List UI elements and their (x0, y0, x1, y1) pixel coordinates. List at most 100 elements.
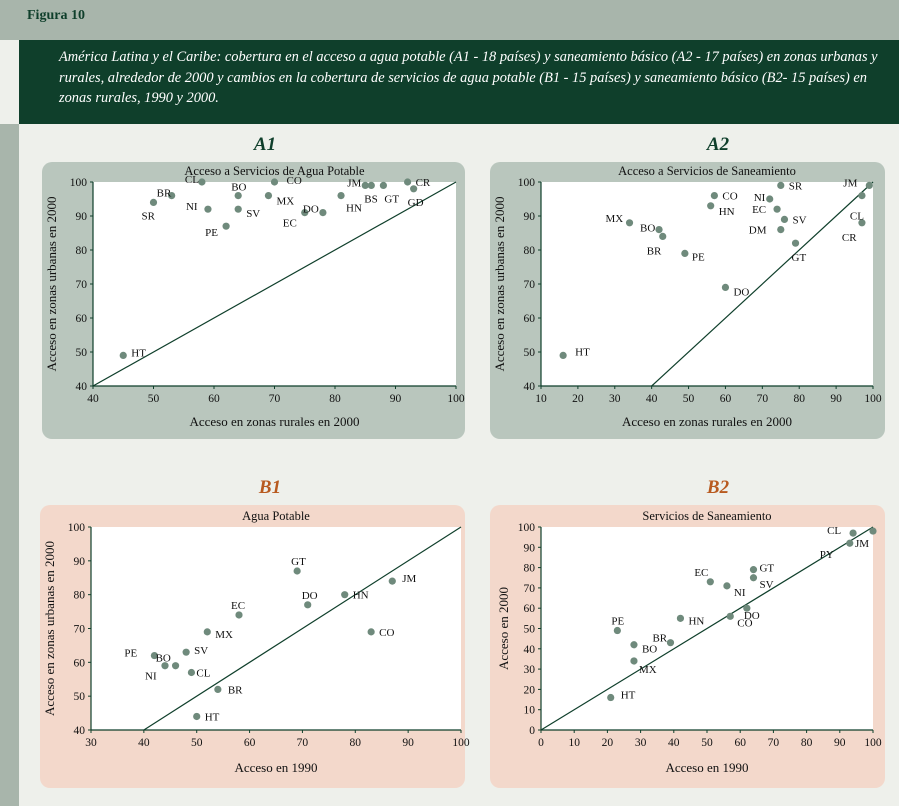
data-label-do: DO (744, 610, 760, 622)
data-label-bo: BO (156, 653, 171, 665)
y-tick-label: 60 (76, 313, 88, 325)
data-point-sv (780, 215, 789, 223)
data-label-jm: JM (347, 177, 361, 189)
data-label-pe: PE (692, 251, 705, 263)
data-label-ec: EC (283, 218, 297, 230)
data-label-mx: MX (606, 213, 624, 225)
x-tick-label: 90 (390, 393, 402, 405)
y-tick-label: 0 (529, 725, 535, 737)
x-tick-label: 20 (602, 737, 614, 749)
data-point-pe (613, 626, 621, 635)
data-point-dm (777, 226, 785, 234)
data-point-ht (193, 712, 201, 721)
x-tick-label: 40 (646, 393, 658, 405)
chart-a2: A2 Acceso a Servicios de Saneamiento 10 20 3… (490, 134, 885, 439)
x-tick-label: 10 (568, 737, 580, 749)
data-label-co: CO (722, 191, 737, 203)
data-label-br: BR (157, 188, 172, 200)
x-tick-label: 100 (447, 393, 465, 405)
y-axis-label: Acceso en zonas urbanas en 2000 (492, 196, 507, 371)
data-label-do: DO (303, 204, 319, 216)
data-point-co (270, 178, 279, 186)
y-tick-label: 70 (524, 279, 536, 291)
y-tick-label: 50 (524, 347, 536, 359)
x-tick-label: 20 (572, 393, 584, 405)
x-tick-label: 80 (350, 737, 362, 749)
chart-title: Acceso a Servicios de Saneamiento (618, 164, 796, 178)
data-label-pe: PE (205, 227, 218, 239)
data-label-bo: BO (642, 644, 657, 656)
y-tick-label: 80 (76, 245, 88, 257)
data-point-ni (161, 662, 169, 670)
x-tick-label: 70 (757, 393, 769, 405)
x-tick-label: 70 (269, 393, 281, 405)
data-point-cl (198, 178, 206, 186)
data-point-pe (222, 222, 230, 230)
caption-box: América Latina y el Caribe: cobertura en… (19, 40, 899, 124)
x-tick-label: 50 (191, 737, 203, 749)
data-label-mx: MX (276, 196, 294, 208)
y-tick-label: 90 (74, 556, 86, 568)
data-label-hn: HN (346, 203, 362, 215)
y-axis-label: Acceso en zonas urbanas en 2000 (44, 196, 59, 371)
y-tick-label: 80 (524, 563, 536, 575)
data-label-mx: MX (215, 629, 233, 641)
left-accent-bar (0, 124, 19, 806)
x-tick-label: 10 (535, 393, 547, 405)
plot-area (91, 527, 461, 730)
data-label-pe: PE (124, 648, 137, 660)
data-point-cl (187, 668, 196, 677)
data-label-ec: EC (694, 567, 708, 579)
diagonal-line (143, 526, 462, 731)
panel-letter: B1 (258, 477, 281, 498)
data-point-jm (865, 181, 873, 189)
data-label-ni: NI (754, 192, 766, 204)
data-label-jm: JM (843, 177, 857, 189)
data-point-jm (361, 181, 369, 189)
data-label-ht: HT (131, 347, 146, 359)
y-tick-label: 100 (518, 522, 536, 534)
y-tick-label: 40 (524, 381, 536, 393)
data-label-pe: PE (611, 616, 624, 628)
data-point-bo (630, 641, 638, 649)
data-label-co: CO (379, 627, 394, 639)
data-point-sv (182, 648, 190, 656)
x-tick-label: 70 (297, 737, 309, 749)
data-point-gd (410, 185, 418, 193)
data-point-ht (559, 351, 567, 359)
data-point-sr (149, 198, 158, 206)
x-tick-label: 80 (793, 393, 805, 405)
data-point-ht (607, 693, 615, 702)
data-point-co (710, 192, 718, 200)
x-axis-label: Acceso en zonas rurales en 2000 (189, 414, 359, 429)
chart-title: Acceso a Servicios de Agua Potable (184, 164, 365, 178)
data-label-br: BR (652, 633, 667, 645)
data-point-ec (706, 578, 714, 586)
data-point-do (721, 283, 730, 291)
x-tick-label: 60 (734, 737, 746, 749)
data-point-cl (858, 192, 866, 200)
data-point-pe (150, 651, 159, 660)
x-tick-label: 50 (683, 393, 695, 405)
data-label-sv: SV (194, 645, 208, 657)
data-point-sr (777, 181, 785, 189)
data-label-ni: NI (734, 587, 746, 599)
data-point-br (214, 685, 222, 694)
data-point-do (743, 604, 751, 612)
diagonal-line (92, 181, 457, 387)
data-label-gd: GD (408, 197, 424, 209)
x-tick-label: 30 (609, 393, 621, 405)
data-point-br (659, 232, 667, 240)
data-label-bo: BO (640, 223, 655, 235)
figure-caption: América Latina y el Caribe: cobertura en… (59, 49, 878, 107)
data-label-py: PY (820, 549, 834, 561)
x-tick-label: 80 (801, 737, 813, 749)
data-label-jm: JM (402, 573, 416, 585)
data-point-ec (301, 209, 309, 217)
data-label-gt: GT (291, 556, 306, 568)
data-point-co (367, 628, 375, 636)
x-tick-label: 30 (85, 737, 97, 749)
data-label-do: DO (302, 590, 318, 602)
y-tick-label: 90 (76, 211, 88, 223)
